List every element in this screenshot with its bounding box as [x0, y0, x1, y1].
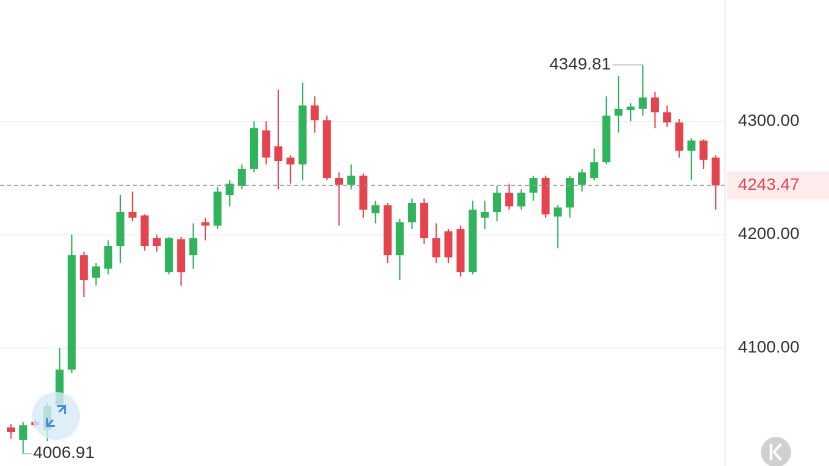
candle-body	[67, 255, 76, 370]
candle-body	[493, 192, 501, 213]
candle-body	[541, 178, 550, 215]
candle-body	[298, 105, 307, 165]
candle-body	[274, 146, 283, 162]
candle-body	[92, 266, 101, 278]
zoom-icon[interactable]	[32, 392, 80, 440]
candle-body	[7, 427, 15, 432]
candle-body	[371, 205, 380, 214]
candle-body	[347, 175, 356, 185]
zoom-arrows	[46, 405, 66, 427]
candle-body	[456, 229, 465, 273]
button-icon	[769, 443, 782, 461]
candle-body	[638, 97, 647, 109]
candle-body	[262, 130, 271, 158]
candle-body	[699, 140, 708, 160]
candle-body	[468, 209, 477, 273]
candle-body	[663, 112, 672, 123]
candle-body	[505, 192, 514, 207]
candle-body	[213, 191, 222, 226]
candle-body	[359, 175, 368, 210]
candle-body	[407, 202, 416, 223]
candle-body	[237, 168, 246, 186]
candle-body	[578, 172, 587, 185]
candle-body	[140, 215, 149, 247]
candle-body	[250, 128, 258, 169]
candle-body	[383, 205, 392, 256]
candle-body	[19, 425, 28, 440]
plot: 4100.00 4200.00 4300.00 4243.47 4349.81 4006.…	[0, 54, 829, 462]
candle-body	[55, 369, 64, 405]
candle-body	[480, 212, 489, 218]
candle-body	[626, 106, 635, 110]
reset-button[interactable]	[761, 437, 791, 466]
y-tick-label: 4200.00	[738, 224, 799, 243]
candle-body	[614, 108, 623, 116]
candle-body	[225, 183, 234, 196]
candle-body	[675, 122, 684, 151]
candle-body	[116, 212, 125, 247]
candle-body	[565, 178, 574, 208]
candle-body	[590, 162, 599, 179]
last-price-bg	[727, 171, 829, 200]
last-price-label: 4243.47	[738, 175, 799, 194]
candle-body	[432, 238, 441, 258]
candle-body	[286, 157, 295, 165]
candle-body	[444, 231, 453, 258]
y-tick-label: 4300.00	[738, 111, 799, 130]
y-tick-label: 4100.00	[738, 338, 799, 357]
candle-body	[201, 222, 210, 226]
candle-body	[420, 202, 429, 239]
candle-body	[322, 120, 331, 179]
candle-body	[335, 178, 344, 185]
candle-body	[711, 157, 720, 186]
candle-body	[650, 97, 659, 113]
candle-body	[189, 238, 198, 256]
max-label: 4349.81	[549, 54, 610, 73]
candle-body	[687, 140, 696, 151]
candle-body	[79, 255, 88, 281]
min-label: 4006.91	[33, 443, 94, 462]
candle-body	[104, 246, 113, 269]
candle-body	[517, 192, 526, 207]
candle-body	[177, 239, 186, 273]
candle-body	[152, 238, 161, 247]
candle-body	[128, 212, 137, 218]
candle-body	[395, 222, 404, 256]
candle-body	[553, 207, 562, 217]
candle-body	[310, 105, 319, 121]
candle-body	[164, 238, 173, 273]
zoom-bg	[32, 392, 80, 440]
candle-body	[602, 115, 611, 163]
